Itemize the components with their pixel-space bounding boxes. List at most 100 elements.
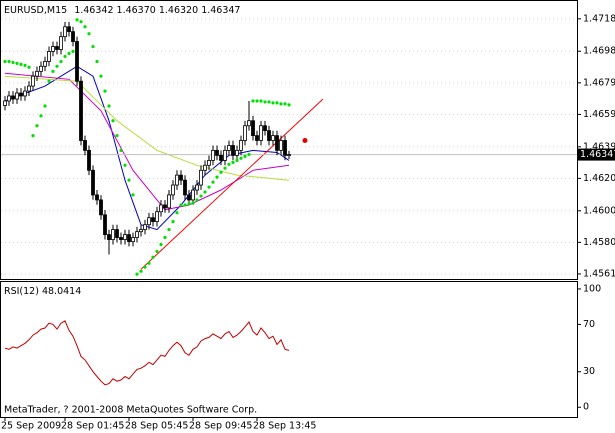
sar-dot: [23, 63, 27, 67]
sar-dot: [235, 158, 239, 163]
candle-body: [267, 130, 271, 141]
sar-dot: [259, 99, 263, 103]
candle-body: [191, 189, 195, 201]
sar-dot: [195, 198, 199, 202]
sar-dot: [55, 64, 59, 68]
sar-dot: [163, 235, 167, 240]
rsi-title: RSI(12): [4, 286, 39, 297]
candle-body: [167, 194, 171, 209]
y-tick-label: 1.45805: [583, 237, 615, 248]
candle-body: [103, 214, 107, 235]
candle-body: [51, 46, 55, 52]
candle-body: [271, 135, 275, 141]
candle-body: [215, 149, 219, 156]
sar-dot: [215, 175, 219, 179]
sar-dot: [155, 249, 159, 254]
signal-dot: [302, 137, 308, 143]
sar-dot: [79, 20, 83, 24]
candle-body: [231, 145, 235, 156]
candle-body: [135, 231, 139, 238]
rsi-frame: [0, 281, 578, 418]
candle-body: [47, 51, 51, 62]
candle-body: [275, 135, 279, 151]
candle-body: [259, 125, 263, 141]
candle-body: [27, 85, 31, 92]
high-label: 1.46370: [117, 5, 156, 16]
candle-body: [111, 229, 115, 241]
trend-line: [140, 98, 324, 270]
candle-body: [19, 92, 23, 97]
rsi-tick-label: 0: [583, 402, 589, 413]
sar-dot: [135, 272, 139, 276]
open-label: 1.46342: [74, 5, 113, 16]
candle-body: [143, 224, 147, 230]
sar-dot: [199, 194, 203, 198]
candle-body: [283, 140, 287, 156]
sar-dot: [227, 162, 231, 166]
sar-dot: [83, 25, 87, 29]
candle-body: [287, 154, 291, 156]
price-box: [578, 148, 615, 161]
candle-body: [203, 164, 207, 171]
sar-dot: [211, 180, 215, 184]
sar-dot: [243, 154, 247, 158]
y-tick-label: 1.46395: [583, 141, 615, 152]
sar-dot: [175, 211, 179, 215]
sar-dot: [103, 89, 107, 93]
rsi-tick-label: 30: [583, 366, 595, 377]
symbol: EURUSD,M15: [4, 5, 67, 16]
candle-body: [87, 149, 91, 171]
candle-body: [195, 184, 199, 191]
sar-dot: [7, 59, 11, 64]
candle-body: [115, 229, 119, 238]
sar-dot: [95, 59, 99, 64]
sar-dot: [275, 101, 279, 105]
candle-body: [235, 149, 239, 156]
candle-body: [279, 140, 283, 151]
candle-body: [243, 125, 247, 141]
sar-dot: [179, 203, 183, 207]
candle-body: [3, 100, 7, 106]
candle-body: [127, 234, 131, 242]
sar-dot: [219, 170, 223, 174]
sar-dot: [127, 178, 131, 182]
candle-body: [159, 204, 163, 213]
sar-dot: [67, 51, 71, 56]
candle-body: [59, 36, 63, 50]
sar-dot: [31, 134, 35, 138]
sar-dot: [59, 59, 63, 64]
candle-body: [67, 26, 71, 33]
sar-dot: [43, 104, 47, 108]
candle-body: [251, 120, 255, 137]
y-tick-label: 1.46595: [583, 109, 615, 120]
sar-dot: [203, 190, 207, 194]
sar-dot: [123, 163, 127, 167]
candle-body: [187, 194, 191, 201]
candle-body: [199, 169, 203, 186]
candle-body: [11, 95, 15, 100]
sar-dot: [27, 65, 31, 69]
sar-dot: [139, 269, 143, 273]
x-tick-label: 28 Sep 05:45: [125, 421, 188, 432]
candle-body: [35, 70, 39, 77]
candle-body: [83, 140, 87, 151]
candle-body: [15, 92, 19, 100]
candle-body: [179, 174, 183, 181]
sar-dot: [3, 59, 7, 64]
candle-body: [263, 125, 267, 132]
sar-dot: [271, 101, 275, 105]
sar-dot: [119, 148, 123, 152]
candle-body: [155, 211, 159, 223]
marks: 1.47185 1.46985 1.46790 1.46595 1.46395 1.462…: [1, 13, 615, 432]
candle-body: [63, 26, 67, 38]
candle-body: [131, 237, 135, 242]
sar-dot: [223, 166, 227, 170]
candle-body: [99, 199, 103, 216]
candle-body: [23, 90, 27, 97]
x-tick-label: 28 Sep 09:45: [189, 421, 252, 432]
candle-body: [147, 217, 151, 226]
sar-dot: [187, 202, 191, 206]
sar-dot: [251, 99, 255, 103]
